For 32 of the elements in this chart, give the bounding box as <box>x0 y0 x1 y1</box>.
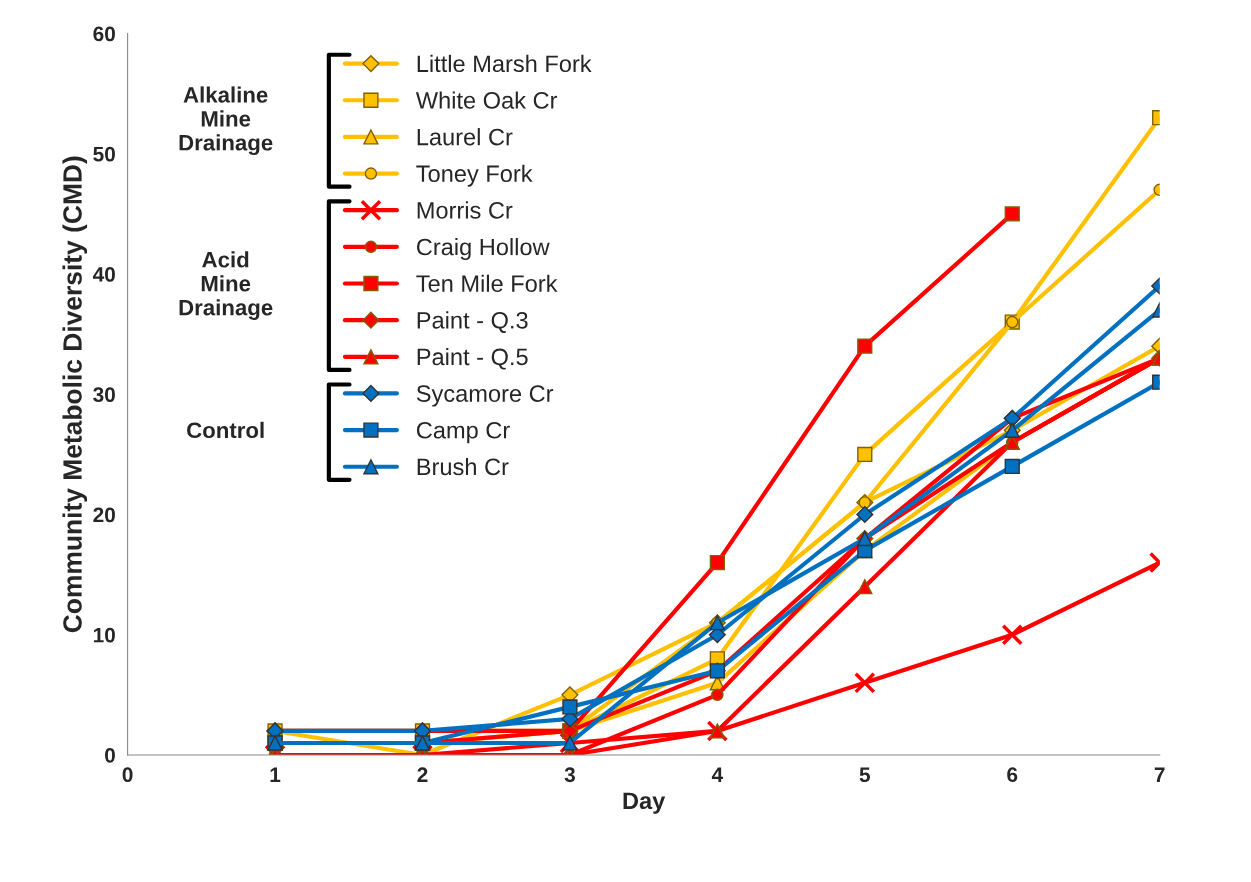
y-tick-label: 0 <box>105 747 115 763</box>
y-axis-title: Community Metabolic Diversity (CMD) <box>62 156 88 633</box>
y-tick-label: 20 <box>93 507 115 523</box>
legend-label: Craig Hollow <box>416 238 550 261</box>
legend-label: Brush Cr <box>417 457 509 476</box>
annotation: Alkaline Mine Drainage <box>179 86 273 156</box>
legend-label: Camp Cr <box>416 421 510 444</box>
x-tick-label: 0 <box>122 767 133 783</box>
y-tick-label: 50 <box>93 146 115 162</box>
legend-label: White Oak Cr <box>415 91 558 109</box>
annotation: Acid Mine Drainage <box>179 251 273 320</box>
x-tick-label: 7 <box>1154 767 1165 782</box>
legend-label: Paint - Q.3 <box>417 311 528 333</box>
y-tick-label: 10 <box>93 627 115 643</box>
x-tick-label: 4 <box>711 767 724 782</box>
x-tick-label: 6 <box>1007 767 1018 783</box>
x-tick-label: 1 <box>270 767 281 782</box>
y-tick-label: 40 <box>92 267 115 282</box>
legend-label: Little Marsh Fork <box>417 54 592 73</box>
legend-label: Ten Mile Fork <box>416 274 558 292</box>
legend-label: Sycamore Cr <box>416 385 554 407</box>
x-tick-label: 2 <box>417 767 428 782</box>
legend-label: Laurel Cr <box>417 128 513 146</box>
legend-label: Paint - Q.5 <box>417 347 528 370</box>
x-tick-label: 5 <box>859 767 871 783</box>
y-tick-label: 60 <box>93 26 115 42</box>
annotation: Control <box>187 421 264 439</box>
y-tick-label: 30 <box>93 387 115 403</box>
x-axis-title: Day <box>623 792 666 814</box>
legend-label: Morris Cr <box>417 201 513 219</box>
x-tick-label: 3 <box>564 767 575 783</box>
legend-label: Toney Fork <box>416 164 533 187</box>
